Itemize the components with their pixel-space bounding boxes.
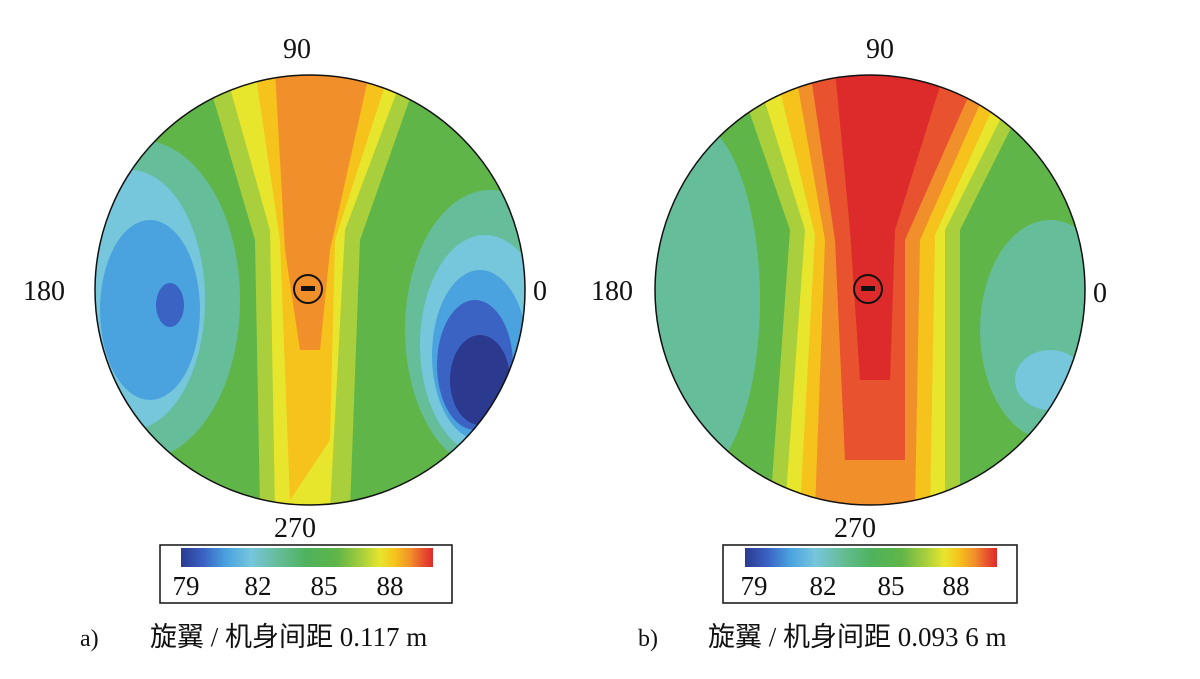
caption-letter-b: b)	[638, 626, 658, 652]
plot-boundary-a	[94, 74, 526, 506]
colorbar-tick-88-b: 88	[943, 571, 970, 601]
plot-boundary-b	[654, 74, 1086, 506]
panel-b: 90 180 0 270 79 82 85 88 b) 旋翼 / 机身间距 0.…	[591, 34, 1107, 652]
angle-label-0-b: 0	[1093, 278, 1107, 309]
colorbar-tick-82-a: 82	[245, 571, 272, 601]
angle-label-90-b: 90	[866, 34, 894, 65]
angle-label-270-b: 270	[834, 513, 876, 544]
angle-label-180-b: 180	[591, 276, 633, 307]
colorbar-tick-85-a: 85	[311, 571, 338, 601]
rotor-hub-marker-b	[853, 274, 883, 304]
colorbar-tick-79-b: 79	[741, 571, 768, 601]
angle-label-0-a: 0	[533, 276, 547, 307]
colorbar-gradient-b	[745, 548, 997, 567]
angle-label-180-a: 180	[23, 276, 65, 307]
angle-label-270-a: 270	[274, 513, 316, 544]
colorbar-tick-85-b: 85	[878, 571, 905, 601]
colorbar-gradient-a	[181, 548, 433, 567]
colorbar-tick-82-b: 82	[810, 571, 837, 601]
caption-letter-a: a)	[80, 626, 99, 652]
caption-a: 旋翼 / 机身间距 0.117 m	[150, 622, 427, 652]
angle-label-90-a: 90	[283, 34, 311, 65]
colorbar-a: 79 82 85 88	[159, 544, 453, 604]
colorbar-tick-88-a: 88	[377, 571, 404, 601]
panel-a: 90 180 0 270 79 82 85 88 a) 旋翼 / 机身间距 0.…	[23, 34, 547, 652]
colorbar-tick-79-a: 79	[173, 571, 200, 601]
caption-b: 旋翼 / 机身间距 0.093 6 m	[708, 622, 1007, 652]
rotor-hub-marker-a	[293, 274, 323, 304]
colorbar-b: 79 82 85 88	[722, 544, 1018, 604]
